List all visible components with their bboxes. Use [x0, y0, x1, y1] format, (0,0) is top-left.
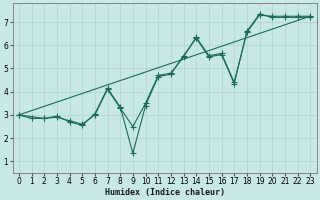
X-axis label: Humidex (Indice chaleur): Humidex (Indice chaleur) [105, 188, 225, 197]
